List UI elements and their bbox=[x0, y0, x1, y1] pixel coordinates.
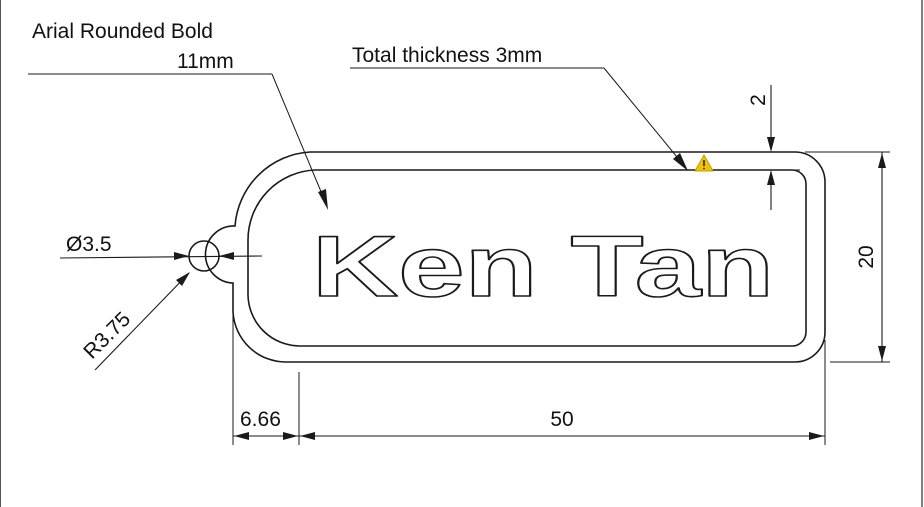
ring-offset-arrow-left bbox=[234, 432, 249, 440]
hole-diameter-arrow-left bbox=[174, 252, 189, 260]
hole-diameter-label: Ø3.5 bbox=[66, 233, 112, 256]
tag-inner-border bbox=[247, 169, 807, 347]
ring-radius-leader bbox=[94, 272, 190, 371]
font-callout-arrow bbox=[318, 189, 328, 210]
ring-radius-arrow bbox=[176, 272, 190, 286]
font-size-label: 11mm bbox=[177, 50, 234, 73]
body-length-label: 50 bbox=[550, 408, 573, 431]
border-arrow-top bbox=[767, 137, 775, 152]
engraved-name: Ken Tan bbox=[312, 219, 774, 315]
body-length-arrow-right bbox=[809, 432, 824, 440]
height-arrow-top bbox=[878, 153, 886, 168]
body-length-arrow-left bbox=[300, 432, 315, 440]
ring-radius-label: R3.75 bbox=[79, 308, 135, 364]
hole-diameter-arrow-right bbox=[219, 252, 234, 260]
font-name-label: Arial Rounded Bold bbox=[32, 20, 213, 43]
tag-outer-outline bbox=[204, 151, 826, 363]
height-arrow-bottom bbox=[878, 346, 886, 361]
ring-offset-label: 6.66 bbox=[240, 408, 281, 431]
thickness-leader bbox=[603, 67, 687, 169]
warning-triangle-icon bbox=[694, 153, 714, 172]
font-callout-leader bbox=[271, 73, 328, 207]
height-label: 20 bbox=[855, 245, 878, 268]
thickness-label: Total thickness 3mm bbox=[352, 44, 542, 67]
border-arrow-bottom bbox=[767, 170, 775, 185]
ring-offset-arrow-right bbox=[283, 432, 298, 440]
thickness-leader-arrow bbox=[673, 153, 688, 171]
border-label: 2 bbox=[747, 94, 770, 106]
